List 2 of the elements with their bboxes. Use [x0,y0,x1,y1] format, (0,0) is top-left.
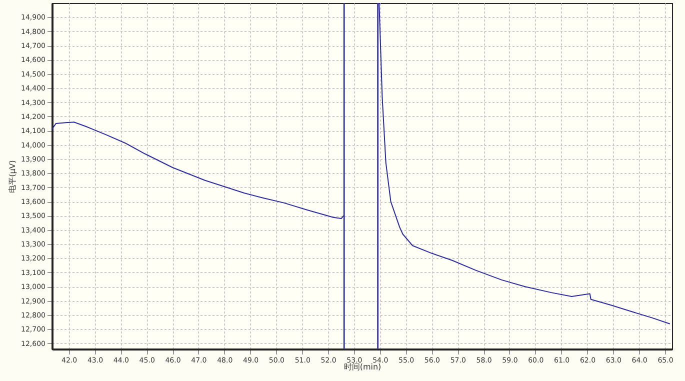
y-axis-title: 电平(μV) [8,160,18,193]
x-axis-title: 时间(min) [344,362,382,372]
